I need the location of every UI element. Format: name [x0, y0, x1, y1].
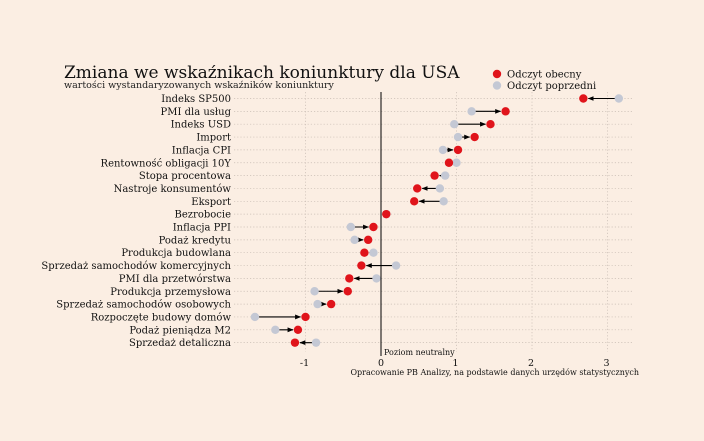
category-label: Inflacja PPI: [173, 223, 231, 234]
previous-dot: [614, 94, 624, 103]
previous-dot: [350, 235, 359, 245]
previous-dot: [467, 107, 476, 116]
category-label: Eksport: [191, 197, 231, 208]
current-dot: [486, 120, 495, 129]
category-label: Sprzedaż samochodów osobowych: [56, 300, 231, 311]
zero-label: Poziom neutralny: [384, 348, 455, 357]
current-dot: [579, 94, 588, 103]
current-dot: [290, 338, 300, 347]
x-tick-label: 2: [528, 358, 534, 369]
category-label: Indeks USD: [171, 120, 231, 131]
current-dot: [413, 184, 422, 193]
current-dot: [430, 171, 439, 180]
previous-dot: [391, 261, 401, 270]
chart-subtitle: wartości wystandaryzowanych wskaźników k…: [64, 80, 335, 91]
current-dot: [501, 107, 510, 116]
current-dot: [345, 274, 354, 283]
category-label: Rentowność obligacji 10Y: [101, 158, 232, 169]
current-dot: [326, 299, 336, 309]
current-dot: [369, 222, 378, 232]
previous-dot: [439, 197, 448, 206]
category-label: Import: [196, 133, 231, 144]
category-label: Nastroje konsumentów: [114, 184, 232, 195]
axis-layer: -1 0 1 2 3: [300, 92, 610, 369]
current-dot: [343, 287, 352, 296]
category-label: PMI dla przetwórstwa: [119, 274, 231, 285]
category-label: Bezrobocie: [175, 210, 232, 221]
arrow-layer: [254, 96, 619, 346]
current-dot: [453, 145, 463, 155]
legend-label: Odczyt poprzedni: [507, 81, 596, 92]
current-dot: [357, 261, 366, 270]
category-label: Produkcja budowlana: [121, 248, 231, 259]
current-dot: [382, 209, 391, 219]
legend-marker: [492, 69, 502, 79]
previous-dot: [346, 222, 355, 232]
x-tick-label: 3: [603, 358, 609, 369]
previous-dot: [369, 248, 378, 257]
chart-title: Zmiana we wskaźnikach koniunktury dla US…: [64, 63, 460, 83]
previous-dot: [453, 132, 463, 142]
x-tick-label: 0: [378, 358, 384, 369]
current-dot: [470, 132, 479, 142]
category-label: Stopa procentowa: [139, 171, 231, 182]
grid-layer: [234, 92, 632, 352]
category-label: Inflacja CPI: [172, 145, 231, 156]
current-dot: [301, 312, 310, 322]
dot-layer: [250, 94, 624, 347]
category-label: Sprzedaż detaliczna: [129, 338, 231, 349]
current-dot: [410, 197, 419, 206]
category-label: Sprzedaż samochodów komercyjnych: [41, 261, 231, 272]
category-label: Podaż kredytu: [159, 235, 232, 246]
current-dot: [360, 248, 369, 257]
previous-dot: [250, 312, 260, 322]
previous-dot: [310, 287, 319, 296]
current-dot: [293, 325, 303, 334]
previous-dot: [452, 158, 461, 167]
previous-dot: [271, 325, 280, 334]
category-label: Rozpoczęte budowy domów: [91, 312, 232, 323]
current-dot: [363, 235, 373, 245]
legend-marker: [492, 81, 502, 90]
source-note: Opracowanie PB Analizy, na podstawie dan…: [350, 368, 639, 377]
x-tick-label: 1: [452, 358, 458, 369]
previous-dot: [438, 145, 448, 155]
category-label: PMI dla usług: [161, 107, 232, 118]
previous-dot: [372, 274, 381, 283]
previous-dot: [435, 184, 445, 193]
category-label: Podaż pieniądza M2: [129, 325, 231, 336]
category-label: Indeks SP500: [161, 94, 231, 105]
label-layer: Indeks SP500 PMI dla usług Indeks USD Impor…: [41, 94, 231, 349]
legend-label: Odczyt obecny: [507, 70, 582, 81]
current-dot: [444, 158, 454, 167]
x-tick-label: -1: [300, 358, 309, 369]
previous-dot: [440, 171, 450, 180]
previous-dot: [450, 120, 459, 129]
category-label: Produkcja przemysłowa: [110, 287, 231, 298]
previous-dot: [313, 299, 322, 309]
previous-dot: [311, 338, 321, 347]
